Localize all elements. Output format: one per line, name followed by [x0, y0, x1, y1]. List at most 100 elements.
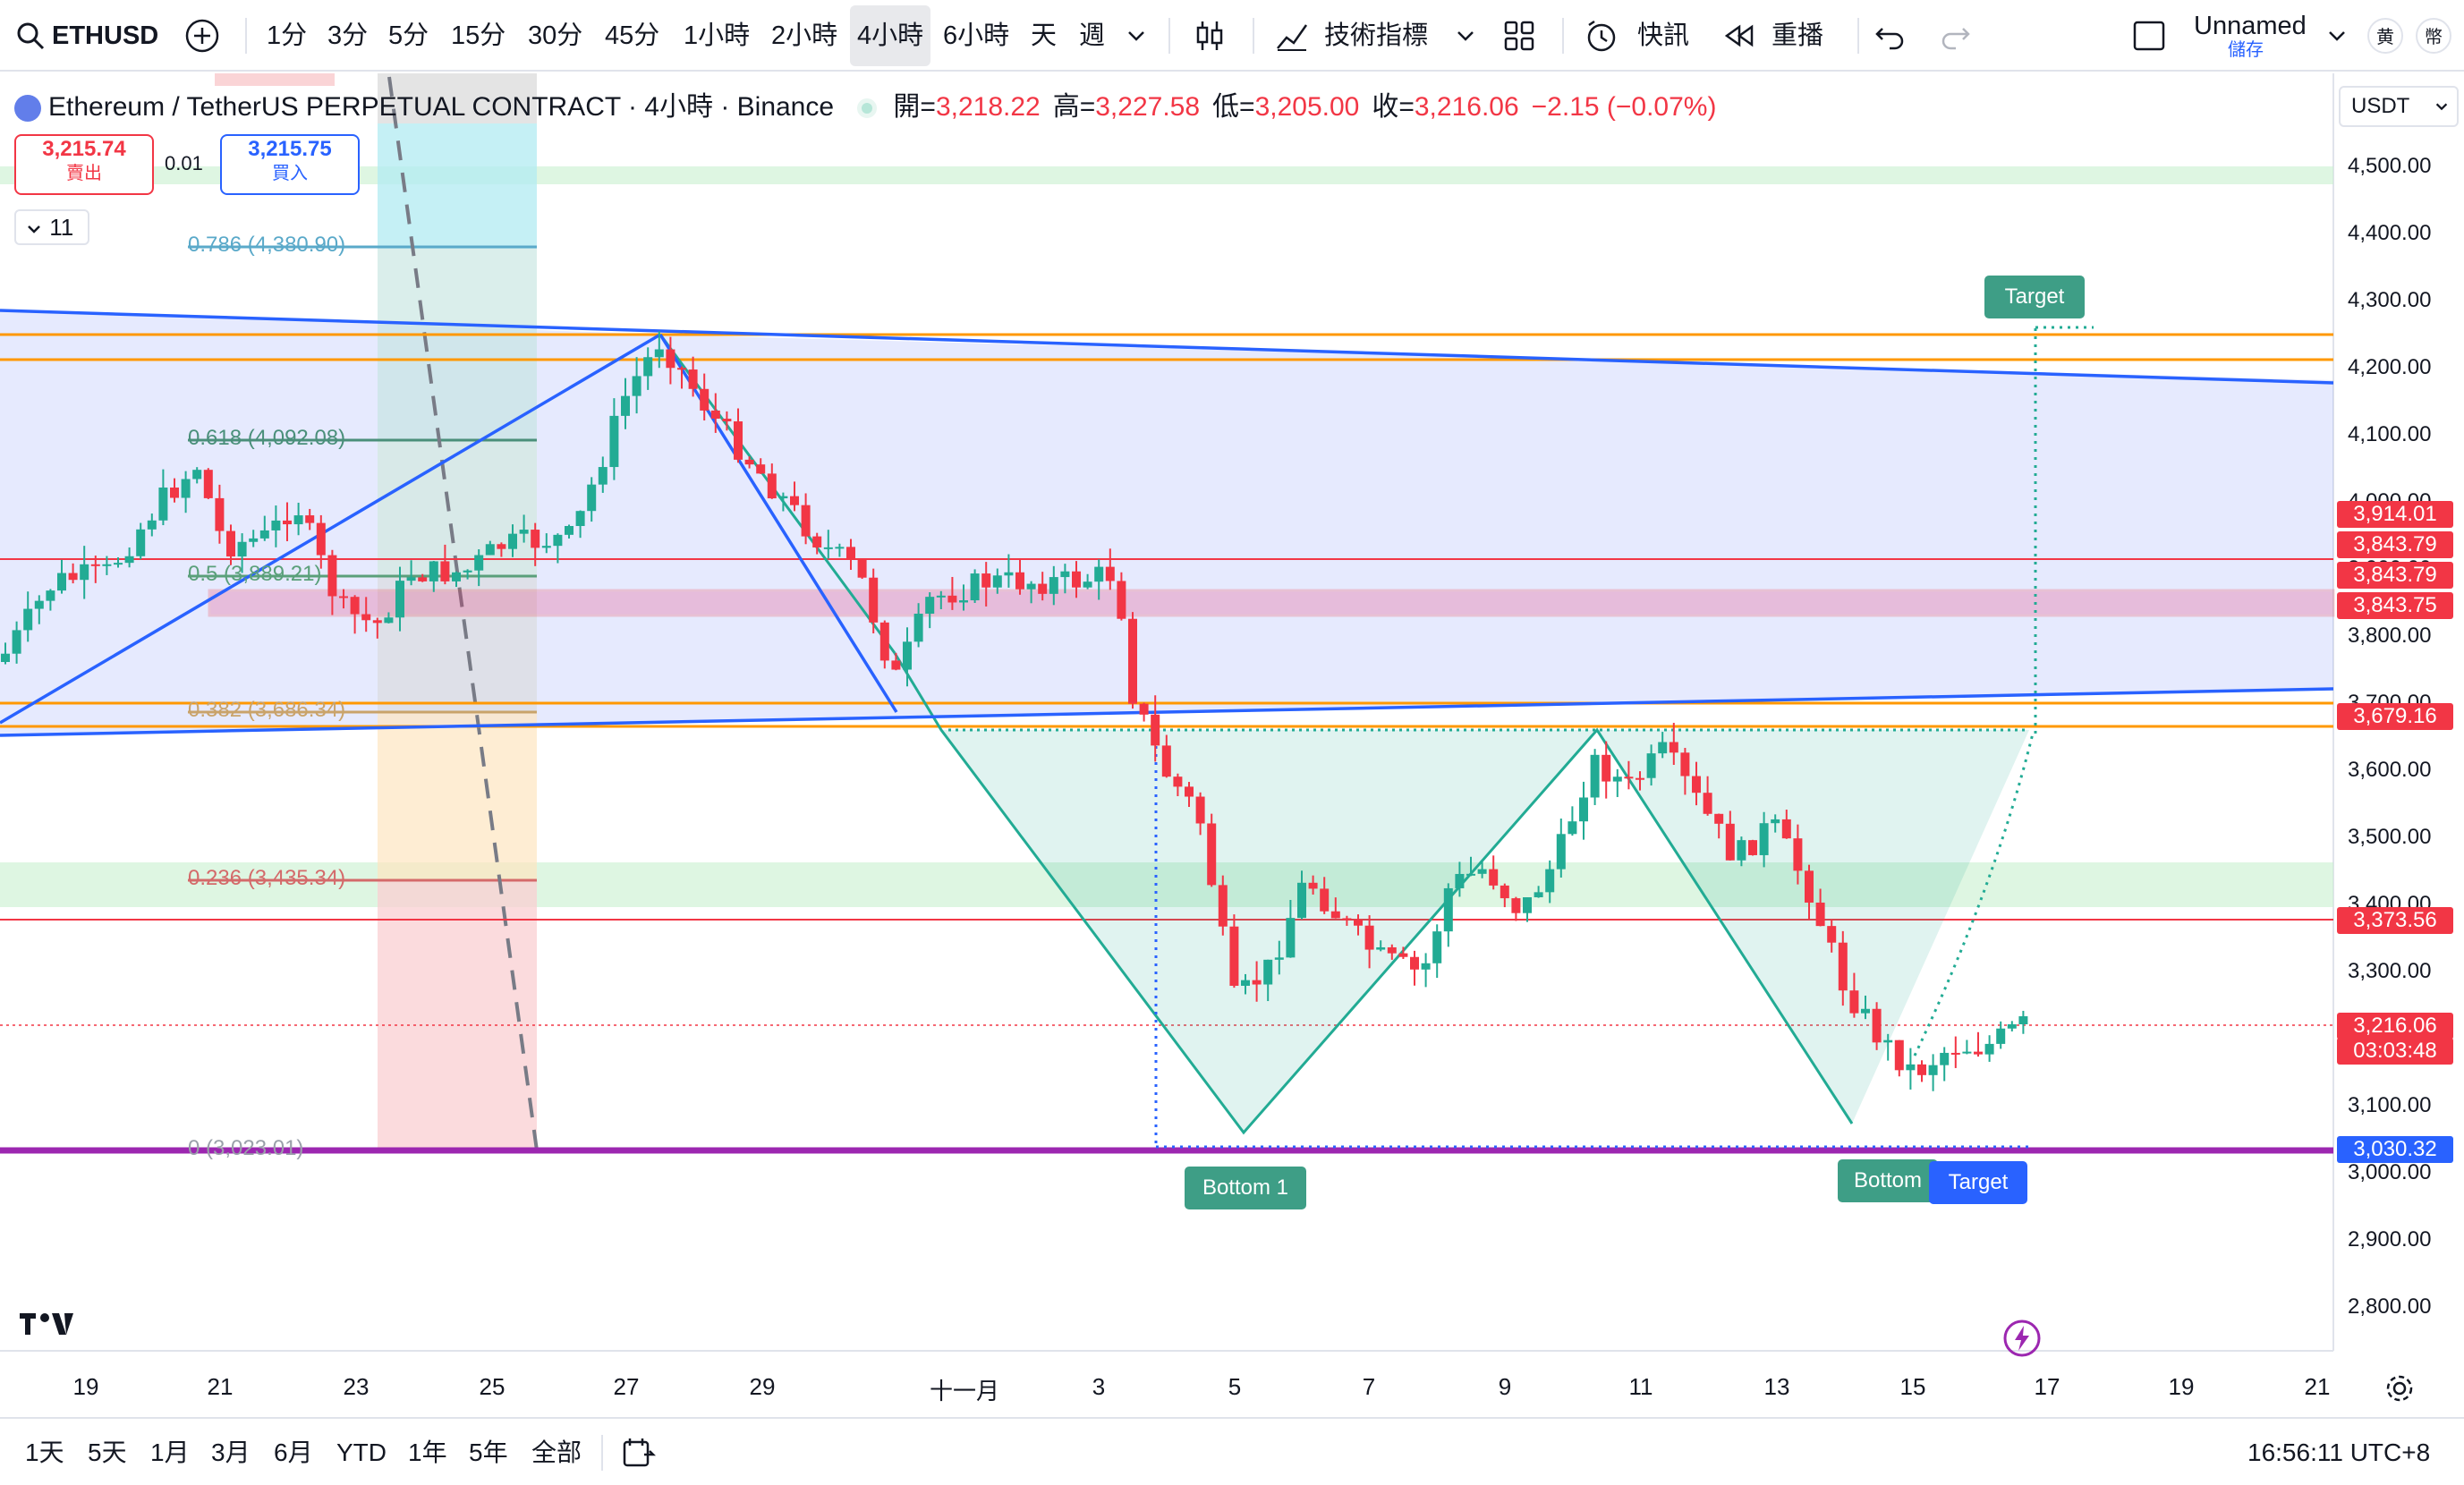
low-value: 3,205.00	[1254, 92, 1360, 122]
range-3[interactable]: 3月	[211, 1438, 251, 1466]
currency-selector[interactable]: USDT	[2339, 86, 2459, 127]
range-0[interactable]: 1天	[25, 1438, 64, 1466]
price-tag[interactable]: 3,373.56	[2337, 907, 2453, 934]
alerts-button[interactable]: 快訊	[1637, 21, 1690, 50]
range-7[interactable]: 5年	[469, 1438, 508, 1466]
legend-title[interactable]: Ethereum / TetherUS PERPETUAL CONTRACT ·…	[48, 92, 835, 122]
resistance-zone[interactable]	[208, 589, 2335, 617]
green-zone[interactable]	[0, 166, 2333, 184]
price-tag[interactable]: 3,843.75	[2337, 592, 2453, 619]
bottom1-label[interactable]: Bottom 1	[1185, 1167, 1306, 1209]
price-tag[interactable]: 3,679.16	[2337, 703, 2453, 730]
save-label[interactable]: 儲存	[2228, 40, 2264, 60]
add-symbol-icon[interactable]	[184, 18, 220, 54]
fib-label[interactable]: 0.236 (3,435.34)	[188, 866, 346, 890]
interval-2[interactable]: 5分	[388, 21, 429, 50]
fib-zone[interactable]	[378, 441, 537, 577]
goto-date-icon[interactable]	[621, 1435, 657, 1471]
fib-zone[interactable]	[378, 711, 537, 881]
candle-body	[1680, 752, 1690, 776]
candle-body	[1161, 745, 1171, 777]
candle-body	[23, 608, 33, 631]
interval-6[interactable]: 1小時	[684, 21, 751, 50]
avatar[interactable]: 幣	[2416, 18, 2451, 54]
symbol-search-icon[interactable]	[13, 18, 48, 54]
fullscreen-square-icon[interactable]	[2131, 18, 2167, 54]
range-2[interactable]: 1月	[150, 1438, 190, 1466]
fib-zone[interactable]	[378, 249, 537, 441]
indicators-icon[interactable]	[1274, 18, 1310, 54]
price-tag[interactable]: 3,843.79	[2337, 531, 2453, 558]
fib-label[interactable]: 0 (3,023.01)	[188, 1136, 304, 1160]
interval-9[interactable]: 6小時	[943, 21, 1010, 50]
indicators-button[interactable]: 技術指標	[1324, 21, 1429, 50]
range-5[interactable]: YTD	[336, 1438, 387, 1466]
interval-3[interactable]: 15分	[451, 21, 506, 50]
chevron-down-icon[interactable]	[1448, 18, 1483, 54]
candle-body	[947, 595, 957, 603]
candle-body	[2018, 1016, 2028, 1024]
clock[interactable]: 16:56:11 UTC+8	[2247, 1438, 2431, 1466]
range-6[interactable]: 1年	[408, 1438, 447, 1466]
bottom2-label[interactable]: Bottom	[1838, 1159, 1938, 1202]
interval-0[interactable]: 1分	[267, 21, 308, 50]
redo-icon[interactable]	[1938, 18, 1974, 54]
chevron-down-icon[interactable]	[1118, 18, 1154, 54]
price-tag[interactable]: 3,030.32	[2337, 1136, 2453, 1163]
candle-body	[1398, 953, 1408, 957]
interval-5[interactable]: 45分	[605, 21, 660, 50]
interval-4[interactable]: 30分	[528, 21, 583, 50]
undo-icon[interactable]	[1872, 18, 1907, 54]
indicators-collapse-button[interactable]: 11	[14, 209, 89, 245]
tradingview-logo-icon[interactable]	[20, 1308, 77, 1338]
interval-10[interactable]: 天	[1031, 21, 1058, 50]
time-tick-label: 17	[2034, 1373, 2060, 1400]
fib-label[interactable]: 0.786 (4,380.90)	[188, 233, 346, 257]
time-tick-label: 15	[1899, 1373, 1926, 1400]
avatar[interactable]: 黄	[2367, 18, 2403, 54]
range-1[interactable]: 5天	[88, 1438, 127, 1466]
candles-chart-type-icon[interactable]	[1192, 18, 1228, 54]
candle-body	[1917, 1064, 1926, 1075]
candle-body	[1195, 796, 1205, 824]
interval-1[interactable]: 3分	[327, 21, 369, 50]
market-status-icon[interactable]	[857, 98, 878, 119]
layout-grid-icon[interactable]	[1501, 18, 1537, 54]
replay-icon[interactable]	[1721, 18, 1757, 54]
target-label[interactable]: Target	[1984, 276, 2085, 318]
fib-zone[interactable]	[378, 881, 537, 1150]
high-label: 高=	[1052, 92, 1096, 122]
channel-fill[interactable]	[0, 310, 2333, 735]
sell-button[interactable]: 3,215.74 賣出	[14, 134, 154, 195]
fib-label[interactable]: 0.618 (4,092.08)	[188, 426, 346, 450]
interval-8[interactable]: 4小時	[850, 5, 931, 66]
alert-clock-icon[interactable]	[1584, 18, 1619, 54]
candle-body	[1545, 869, 1555, 893]
fib-label[interactable]: 0.5 (3,889.21)	[188, 562, 322, 586]
candle-body	[1364, 925, 1374, 950]
candle-body	[1556, 834, 1566, 870]
symbol-name[interactable]: ETHUSD	[52, 21, 159, 50]
chevron-down-icon[interactable]	[2319, 18, 2355, 54]
price-tag[interactable]: 03:03:48	[2337, 1038, 2453, 1065]
layout-name[interactable]: Unnamed	[2194, 12, 2307, 40]
price-tag[interactable]: 3,843.79	[2337, 562, 2453, 589]
buy-button[interactable]: 3,215.75 買入	[220, 134, 360, 195]
fib-label[interactable]: 0.382 (3,686.34)	[188, 698, 346, 722]
lightning-icon[interactable]	[2002, 1319, 2042, 1358]
settings-gear-icon[interactable]	[2383, 1372, 2416, 1404]
price-tag[interactable]: 3,216.06	[2337, 1013, 2453, 1040]
interval-7[interactable]: 2小時	[771, 21, 838, 50]
price-tag[interactable]: 3,914.01	[2337, 501, 2453, 528]
range-4[interactable]: 6月	[274, 1438, 313, 1466]
candle-body	[1229, 926, 1239, 986]
target-bottom-label[interactable]: Target	[1929, 1161, 2027, 1204]
candle-body	[1117, 581, 1126, 619]
replay-button[interactable]: 重播	[1772, 21, 1824, 50]
candle-body	[857, 559, 867, 578]
fib-zone[interactable]	[378, 123, 537, 249]
candle-body	[12, 630, 21, 654]
range-8[interactable]: 全部	[531, 1438, 582, 1466]
interval-11[interactable]: 週	[1079, 21, 1106, 50]
